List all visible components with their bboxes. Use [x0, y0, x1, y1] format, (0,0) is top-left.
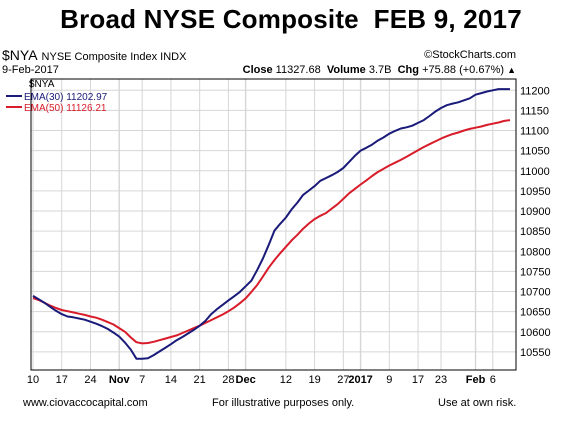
x-tick-label: 17: [56, 374, 68, 386]
legend-label-ema30: EMA(30) 11202.97: [24, 92, 108, 103]
y-tick-label: 11200: [520, 85, 550, 97]
y-tick-label: 10650: [520, 307, 551, 319]
up-arrow-icon: ▲: [507, 65, 516, 75]
y-axis-ticks: 10550 10600 10650 10700 10750 10800 10850 10900…: [520, 85, 551, 359]
chg-label: Chg: [397, 64, 419, 76]
x-tick-label: 19: [308, 374, 320, 386]
grid-layer: [31, 79, 516, 370]
x-tick-label: Nov: [109, 374, 131, 386]
y-tick-label: 10900: [520, 206, 551, 218]
quote-stats: Close 11327.68 Volume 3.7B Chg +75.88 (+…: [243, 64, 516, 76]
y-tick-label: 10850: [520, 226, 551, 238]
header-row-2: 9-Feb-2017 Close 11327.68 Volume 3.7B Ch…: [2, 64, 516, 78]
series-line-ema30: [32, 88, 510, 360]
date-label: 9-Feb-2017: [2, 64, 59, 76]
x-tick-label: 27: [337, 374, 349, 386]
x-tick-label: 17: [412, 374, 424, 386]
y-tick-label: 10600: [520, 327, 551, 339]
y-tick-label: 11000: [520, 166, 550, 178]
x-tick-label: 10: [27, 374, 39, 386]
close-value: 11327.68: [275, 64, 321, 76]
series-line-ema50: [32, 119, 511, 345]
footer-risk-note: Use at own risk.: [438, 397, 517, 409]
y-tick-label: 10550: [520, 347, 551, 359]
x-tick-label: 7: [139, 374, 145, 386]
y-tick-label: 10800: [520, 246, 551, 258]
x-tick-label: 23: [435, 374, 447, 386]
x-tick-label: 2017: [348, 374, 372, 386]
chart-banner-title: Broad NYSE Composite FEB 9, 2017: [60, 4, 522, 34]
x-tick-label: Feb: [466, 374, 486, 386]
x-tick-label: 12: [280, 374, 292, 386]
y-tick-label: 11050: [520, 146, 550, 158]
y-tick-label: 10950: [520, 186, 551, 198]
chg-value: +75.88 (+0.67%): [422, 64, 505, 76]
legend: $NYA EMA(30) 11202.97 EMA(50) 11126.21: [6, 79, 108, 114]
legend-label-ema50: EMA(50) 11126.21: [24, 103, 107, 114]
x-tick-label: 9: [386, 374, 392, 386]
close-label: Close: [242, 64, 273, 76]
legend-title: $NYA: [29, 79, 55, 90]
index-name-label: NYSE Composite Index INDX: [41, 51, 187, 63]
symbol-label: $NYA: [2, 47, 38, 63]
volume-value: 3.7B: [368, 64, 392, 76]
plot-frame: [30, 78, 517, 371]
x-tick-label: Dec: [236, 374, 256, 386]
volume-label: Volume: [326, 64, 366, 76]
y-tick-label: 10750: [520, 266, 551, 278]
x-tick-label: 21: [194, 374, 206, 386]
y-tick-label: 10700: [520, 287, 551, 299]
x-tick-label: 6: [490, 374, 496, 386]
x-tick-label: 28: [222, 374, 234, 386]
x-tick-label: 14: [165, 374, 177, 386]
series-layer: [32, 88, 511, 360]
stockcharts-watermark: ©StockCharts.com: [424, 49, 516, 61]
y-tick-label: 11100: [520, 126, 549, 138]
footer-website: www.ciovaccocapital.com: [23, 397, 148, 409]
y-tick-label: 11150: [520, 105, 549, 117]
footer-disclaimer: For illustrative purposes only.: [212, 397, 355, 409]
header-row-1: $NYA NYSE Composite Index INDX ©StockChar…: [2, 47, 516, 63]
x-tick-label: 24: [84, 374, 96, 386]
